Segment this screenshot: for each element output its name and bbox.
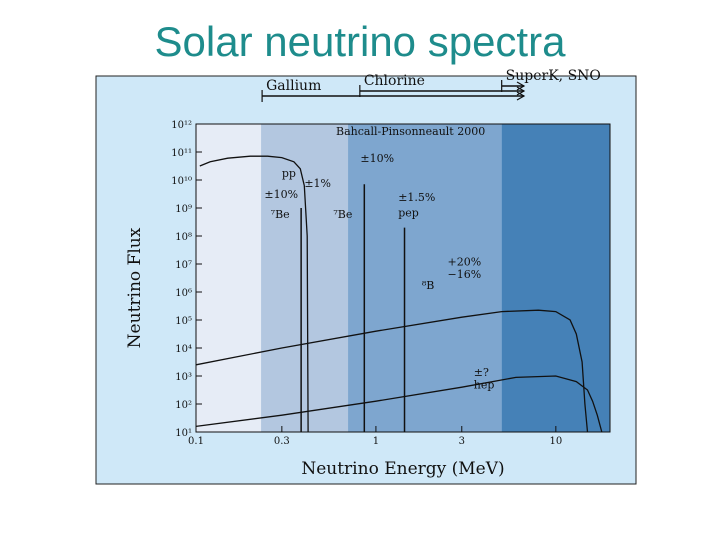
y-tick-label: 10³ [175, 372, 192, 383]
x-tick-label: 0.3 [274, 436, 290, 447]
y-tick-label: 10⁴ [175, 344, 192, 355]
x-tick-label: 10 [549, 436, 562, 447]
x-tick-label: 3 [459, 436, 465, 447]
annotation: ⁷Be [271, 208, 290, 221]
x-tick-label: 1 [373, 436, 379, 447]
y-tick-label: 10² [175, 400, 192, 411]
y-tick-label: 10⁶ [175, 288, 192, 299]
spectrum-hep [195, 375, 603, 433]
y-tick-label: 10⁸ [175, 232, 192, 243]
y-tick-label: 10¹² [171, 120, 192, 131]
annotation: ±1.5% [398, 191, 435, 204]
annotation: pep [398, 206, 419, 219]
annotation: pp [282, 167, 296, 180]
spectrum-pp [199, 155, 309, 433]
threshold-region [501, 124, 610, 432]
y-tick-label: 10⁵ [175, 316, 192, 327]
annotation: ±1% [304, 177, 331, 190]
detector-label: Chlorine [364, 73, 425, 89]
x-axis-label: Neutrino Energy (MeV) [301, 459, 504, 479]
plot-border [195, 123, 611, 433]
annotation: ⁸B [422, 279, 435, 292]
annotation: ±10% [264, 188, 298, 201]
y-axis-label: Neutrino Flux [125, 227, 145, 348]
threshold-region [348, 124, 502, 432]
spectrum-8b [195, 309, 589, 433]
arrow-head [516, 81, 526, 91]
y-tick-label: 10¹ [175, 428, 192, 439]
annotation: ⁷Be [333, 208, 352, 221]
annotation: +20% [448, 255, 482, 268]
y-tick-label: 10¹¹ [171, 148, 192, 159]
y-tick-label: 10¹⁰ [171, 176, 192, 187]
threshold-region [196, 124, 262, 432]
threshold-region [261, 124, 349, 432]
annotation: ±10% [360, 152, 394, 165]
annotation: ±? [474, 366, 489, 379]
chart-title: Bahcall-Pinsonneault 2000 [336, 125, 485, 138]
annotation: hep [474, 379, 495, 392]
slide-title: Solar neutrino spectra [154, 18, 566, 65]
y-tick-label: 10⁷ [175, 260, 192, 271]
detector-label: SuperK, SNO [506, 68, 601, 84]
detector-label: Gallium [266, 78, 321, 94]
y-tick-label: 10⁹ [175, 204, 192, 215]
annotation: −16% [448, 268, 482, 281]
x-tick-label: 0.1 [188, 436, 204, 447]
